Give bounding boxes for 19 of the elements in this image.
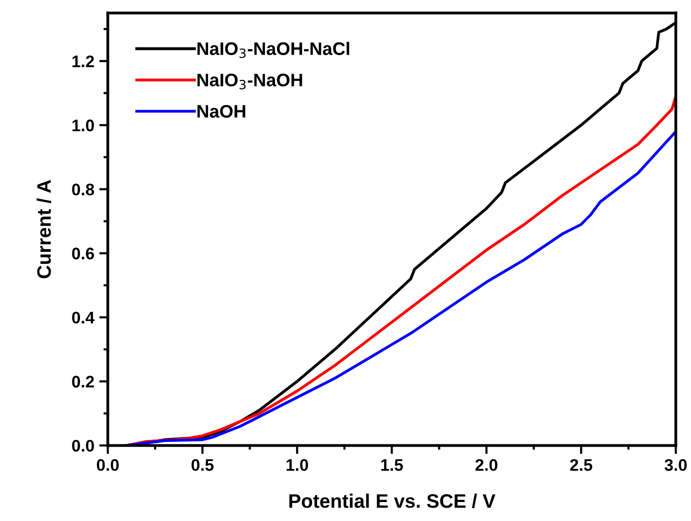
y-axis-title: Current / A xyxy=(36,180,52,278)
y-tick-label: 1.0 xyxy=(72,120,94,132)
x-tick-label: 1.0 xyxy=(286,459,308,471)
legend-label: NaIO$_{3}$-NaOH xyxy=(197,74,302,90)
legend-label: NaIO$_{3}$-NaOH-NaCl xyxy=(197,42,350,58)
x-tick-label: 0.0 xyxy=(96,459,119,471)
x-axis-title: Potential E vs. SCE / V xyxy=(289,494,496,508)
y-tick-label: 0.4 xyxy=(72,312,95,324)
y-tick-label: 0.0 xyxy=(72,440,94,452)
legend-label: NaOH xyxy=(197,104,246,118)
y-tick-label: 0.6 xyxy=(72,248,94,260)
y-tick-label: 1.2 xyxy=(72,55,94,68)
x-tick-label: 1.5 xyxy=(381,459,403,471)
x-tick-label: 2.0 xyxy=(475,459,498,471)
y-tick-label: 0.8 xyxy=(72,184,94,196)
x-tick-label: 3.0 xyxy=(664,459,687,471)
y-tick-label: 0.2 xyxy=(72,376,94,388)
x-tick-label: 2.5 xyxy=(570,459,592,471)
x-tick-label: 0.5 xyxy=(192,459,214,471)
